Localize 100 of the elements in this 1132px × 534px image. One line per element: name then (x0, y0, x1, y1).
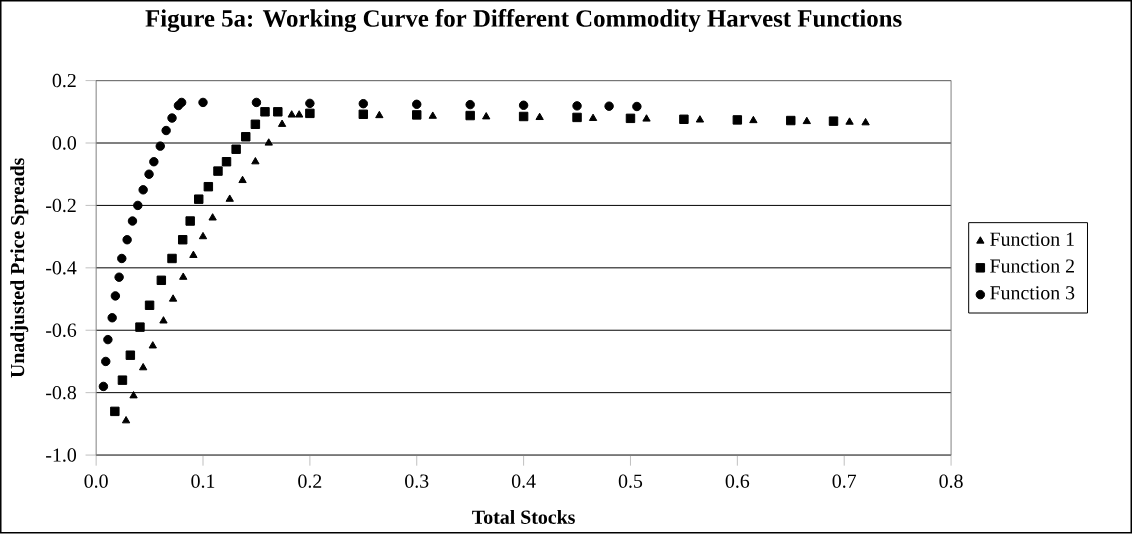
point (786, 116, 796, 126)
point (156, 275, 167, 286)
point (375, 111, 384, 119)
point (305, 98, 315, 109)
point (241, 132, 251, 142)
point (101, 356, 111, 367)
point (198, 232, 208, 240)
chart-title: Figure 5a: Working Curve for Different Commodity Harvest Functions (145, 9, 902, 33)
point (749, 116, 758, 124)
point (133, 200, 143, 211)
point (144, 169, 154, 180)
point (358, 99, 369, 109)
point (358, 109, 369, 120)
point (203, 182, 214, 192)
point (135, 322, 145, 333)
point (213, 166, 223, 177)
point (238, 175, 247, 184)
point (225, 194, 234, 203)
point (155, 141, 165, 152)
y-tick-label: -0.6 (46, 323, 77, 338)
legend-label: Function 3 (990, 286, 1075, 300)
point (198, 97, 208, 108)
point (159, 316, 168, 324)
point (125, 350, 136, 361)
point (122, 235, 132, 245)
point (679, 114, 689, 125)
point (117, 253, 127, 264)
point (98, 381, 109, 392)
point (828, 116, 839, 127)
x-tick-label: 0.0 (84, 474, 108, 489)
point (250, 119, 261, 130)
point (695, 115, 705, 123)
point (251, 97, 262, 108)
point (168, 294, 178, 302)
point (305, 108, 315, 119)
point (518, 112, 529, 122)
point (264, 138, 273, 146)
x-axis-title: Total Stocks (472, 510, 575, 525)
point (251, 157, 260, 165)
point (802, 116, 811, 125)
point (179, 272, 188, 281)
point (277, 119, 287, 128)
point (295, 110, 304, 118)
x-tick-label: 0.4 (511, 474, 536, 489)
point (148, 341, 157, 349)
point (260, 107, 270, 117)
point (110, 291, 121, 301)
point (121, 416, 131, 424)
point (138, 185, 148, 195)
point (732, 115, 743, 125)
x-tick-label: 0.7 (832, 474, 857, 489)
point (632, 102, 642, 112)
x-tick-label: 0.3 (405, 474, 429, 489)
point (117, 375, 128, 386)
point (221, 157, 232, 167)
y-tick-label: -0.4 (46, 261, 77, 275)
point (161, 126, 171, 136)
y-tick-label: -1.0 (46, 448, 77, 463)
point (572, 101, 582, 111)
y-tick-label: 0.2 (52, 74, 76, 88)
point (194, 194, 204, 205)
point (185, 216, 195, 226)
point (412, 110, 422, 120)
point (127, 216, 138, 226)
x-tick-label: 0.8 (939, 474, 963, 489)
point (572, 112, 582, 123)
point (428, 111, 437, 120)
x-tick-label: 0.5 (618, 474, 643, 489)
point (167, 253, 177, 264)
point (144, 300, 155, 311)
point (518, 100, 529, 111)
point (465, 100, 475, 110)
point (139, 363, 148, 371)
point (287, 110, 296, 118)
x-tick-label: 0.2 (298, 474, 322, 489)
legend-label: Function 1 (990, 232, 1074, 247)
x-tick-label: 0.6 (725, 474, 750, 489)
point (189, 250, 198, 259)
y-tick-label: -0.8 (46, 386, 77, 400)
point (273, 107, 283, 117)
point (103, 335, 113, 345)
point (114, 272, 124, 283)
x-tick-label: 0.1 (191, 474, 215, 489)
point (176, 97, 187, 108)
y-tick-label: -0.2 (46, 198, 76, 213)
point (110, 406, 120, 417)
point (482, 112, 491, 120)
point (604, 101, 614, 112)
point (231, 144, 241, 155)
point (535, 112, 544, 121)
point (642, 114, 651, 122)
legend-label: Function 2 (990, 259, 1074, 273)
point (588, 113, 598, 122)
point (107, 313, 117, 323)
point (129, 391, 138, 399)
point (845, 117, 854, 125)
y-tick-label: 0.0 (52, 136, 77, 150)
point (177, 235, 188, 245)
point (149, 157, 159, 167)
y-axis-title: Unadjusted Price Spreads (10, 158, 29, 378)
